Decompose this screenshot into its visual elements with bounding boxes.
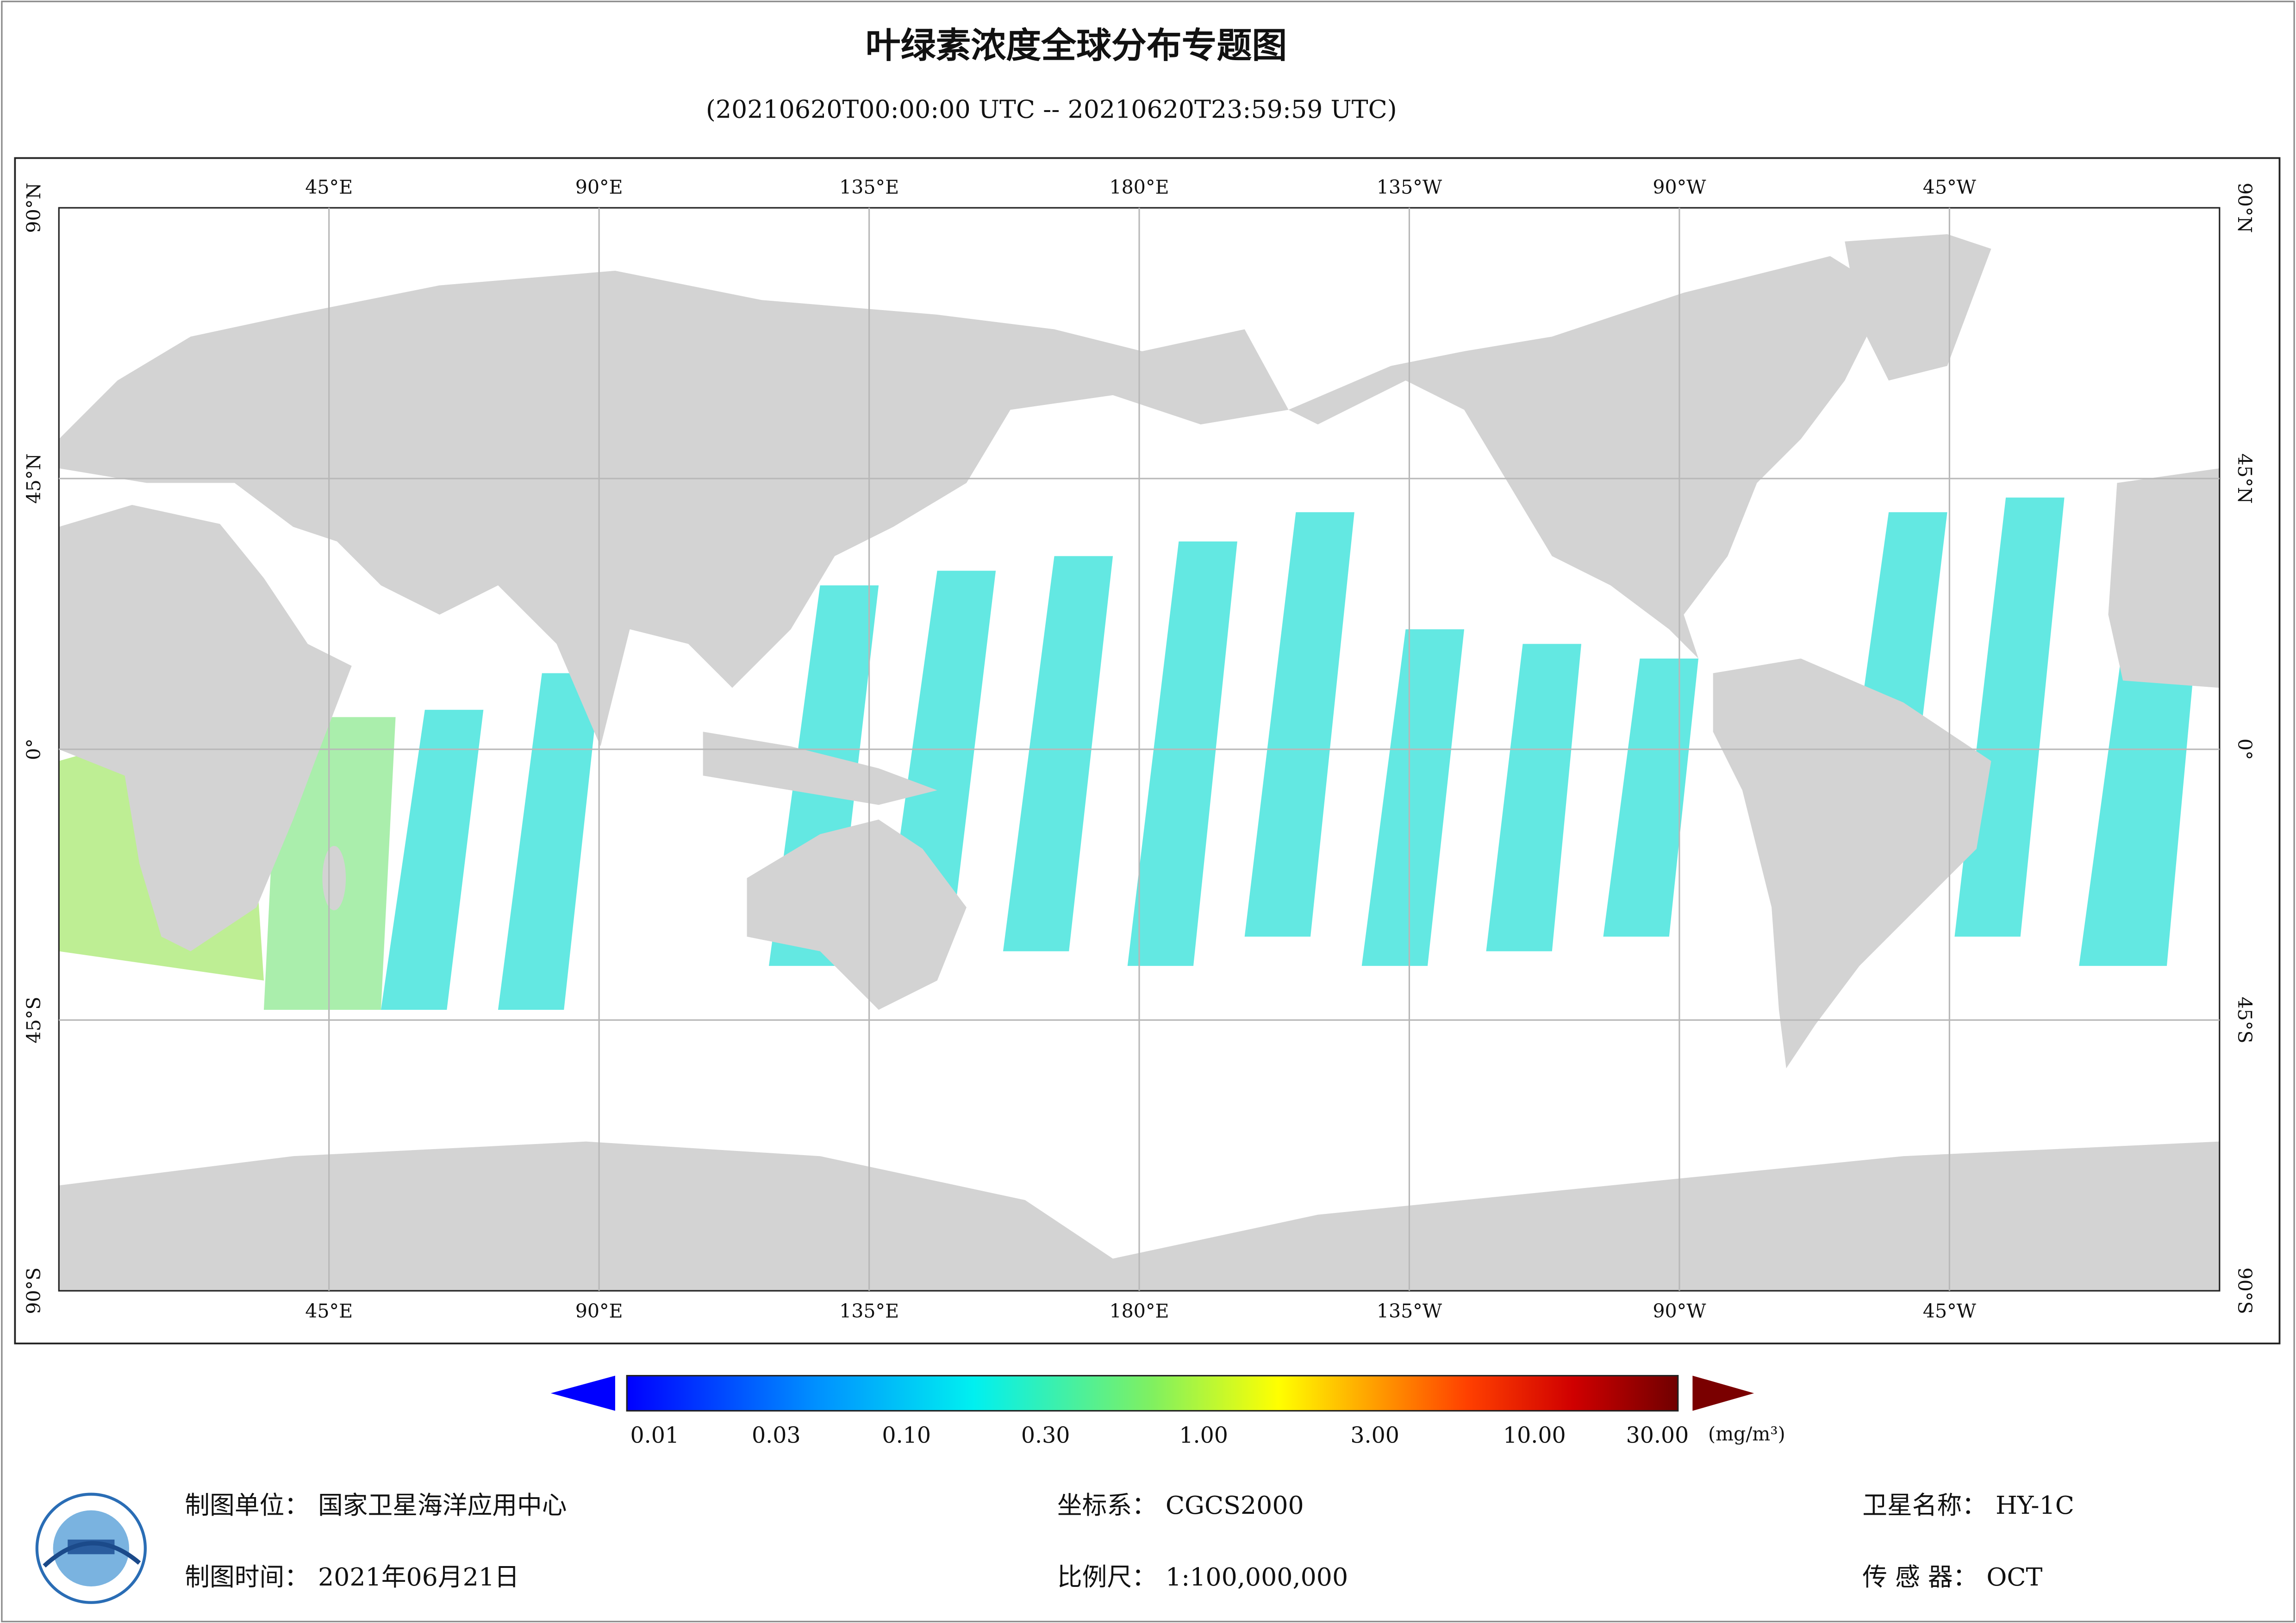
colorbar-unit: (mg/m³) — [1708, 1423, 1785, 1445]
logo — [35, 1492, 147, 1604]
lat-label-right: 90°S — [2234, 1268, 2256, 1314]
lon-label-bottom: 180°E — [1110, 1300, 1169, 1322]
lon-label-bottom: 90°W — [1653, 1300, 1706, 1322]
lat-label-left: 0° — [23, 739, 45, 760]
lat-label-right: 45°N — [2234, 454, 2256, 504]
lat-label-right: 0° — [2234, 739, 2256, 760]
colorbar — [550, 1374, 1754, 1412]
lon-label-top: 45°E — [305, 176, 353, 198]
lon-label-top: 90°E — [575, 176, 623, 198]
colorbar-tick-label: 10.00 — [1503, 1423, 1566, 1448]
colorbar-tick-label: 0.10 — [882, 1423, 931, 1448]
footer-label: 传 感 器： — [1862, 1562, 1978, 1592]
footer-item: 制图时间： 2021年06月21日 — [185, 1562, 519, 1592]
lon-label-top: 135°E — [839, 176, 899, 198]
footer-value: 1:100,000,000 — [1166, 1562, 1348, 1592]
lon-label-top: 90°W — [1653, 176, 1706, 198]
lon-label-bottom: 135°E — [839, 1300, 899, 1322]
lon-label-top: 45°W — [1923, 176, 1977, 198]
colorbar-tick-label: 3.00 — [1350, 1423, 1399, 1448]
footer-label: 制图时间： — [185, 1562, 309, 1592]
colorbar-over-arrow — [1692, 1375, 1754, 1411]
lon-label-top: 135°W — [1377, 176, 1442, 198]
colorbar-ramp — [626, 1374, 1679, 1412]
lat-label-left: 90°S — [23, 1268, 45, 1314]
footer-item: 比例尺： 1:100,000,000 — [1057, 1562, 1348, 1592]
lat-label-left: 45°S — [23, 997, 45, 1044]
title: 叶绿素浓度全球分布专题图 — [866, 25, 1287, 66]
footer-value: 2021年06月21日 — [318, 1562, 519, 1592]
colorbar-under-arrow — [550, 1375, 615, 1411]
footer-item: 传 感 器： OCT — [1862, 1562, 2042, 1592]
lat-label-left: 90°N — [23, 183, 45, 233]
footer-value: OCT — [1986, 1562, 2042, 1592]
colorbar-tick-label: 0.30 — [1021, 1423, 1070, 1448]
footer-item: 坐标系： CGCS2000 — [1057, 1491, 1304, 1520]
footer-item: 卫星名称： HY-1C — [1862, 1491, 2074, 1520]
lon-label-top: 180°E — [1110, 176, 1169, 198]
footer-value: 国家卫星海洋应用中心 — [318, 1491, 567, 1520]
lat-label-right: 90°N — [2234, 183, 2256, 233]
lon-label-bottom: 90°E — [575, 1300, 623, 1322]
colorbar-tick-label: 1.00 — [1179, 1423, 1228, 1448]
footer-item: 制图单位： 国家卫星海洋应用中心 — [185, 1491, 567, 1520]
footer-label: 制图单位： — [185, 1491, 309, 1520]
lon-label-bottom: 45°E — [305, 1300, 353, 1322]
lat-label-right: 45°S — [2234, 997, 2256, 1044]
lon-label-bottom: 135°W — [1377, 1300, 1442, 1322]
footer-value: CGCS2000 — [1166, 1491, 1304, 1520]
footer-label: 坐标系： — [1057, 1491, 1157, 1520]
colorbar-tick-label: 0.01 — [630, 1423, 680, 1448]
footer-value: HY-1C — [1996, 1491, 2074, 1520]
lon-label-bottom: 45°W — [1923, 1300, 1977, 1322]
footer-label: 卫星名称： — [1862, 1491, 1987, 1520]
colorbar-tick-label: 30.00 — [1626, 1423, 1689, 1448]
footer-label: 比例尺： — [1057, 1562, 1157, 1592]
subtitle: (20210620T00:00:00 UTC -- 20210620T23:59… — [706, 94, 1397, 124]
lat-label-left: 45°N — [23, 454, 45, 504]
colorbar-tick-label: 0.03 — [752, 1423, 801, 1448]
